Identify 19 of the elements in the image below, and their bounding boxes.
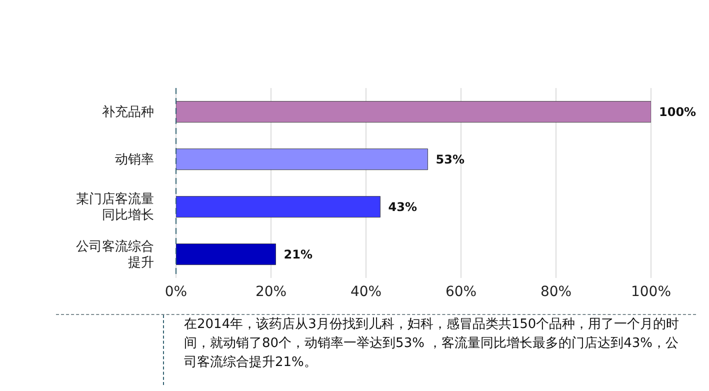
bar (176, 148, 428, 170)
x-tick-label: 60% (445, 284, 477, 300)
data-label: 53% (436, 152, 464, 167)
y-tick-label: 公司客流综合提升 (76, 238, 154, 270)
data-label: 43% (388, 200, 417, 214)
x-tick-label: 40% (350, 284, 382, 300)
text: 在2014年，该药店从3月份找到儿科，妇科，感冒品类共150个品种，用了一个月的时间，就动销了80个，动销率一举达到53% ，客流量同比增长最多的门店达到43%，公司客流综合提升21%。 (184, 316, 680, 372)
y-tick-label: 补充品种 (102, 104, 154, 120)
y-tick-label: 动销率 (115, 150, 154, 167)
x-tick-label: 80% (540, 284, 572, 300)
x-tick-label: 20% (255, 284, 287, 300)
bar (176, 244, 276, 266)
x-tick-label: 0% (164, 284, 188, 300)
data-label: 21% (284, 248, 312, 262)
bar (176, 196, 380, 218)
data-label: 100% (659, 105, 696, 120)
bar (176, 101, 651, 123)
y-tick-label: 某门店客流量同比增长 (76, 190, 154, 222)
x-tick-label: 100% (630, 284, 672, 300)
